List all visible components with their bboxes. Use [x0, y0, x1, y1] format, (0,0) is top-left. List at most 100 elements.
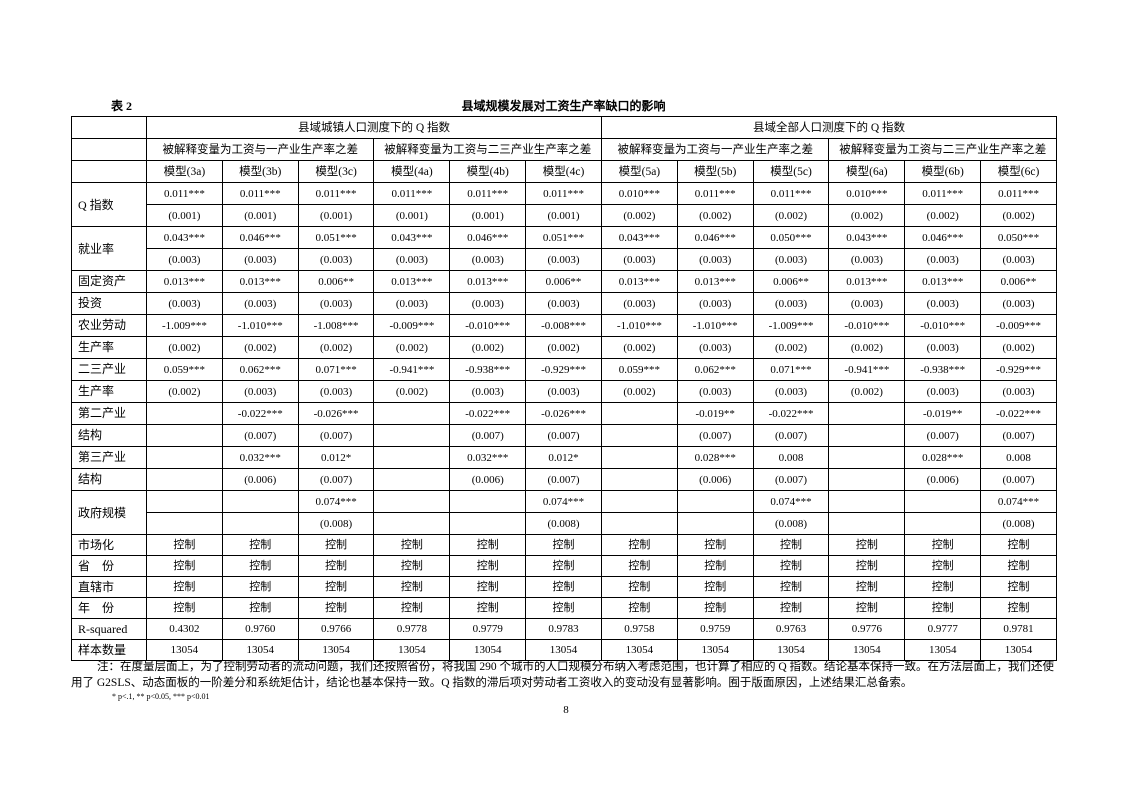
value-cell: 控制 [752, 555, 830, 577]
value-cell: 控制 [828, 576, 906, 598]
value-cell: 控制 [221, 534, 299, 556]
coefficient-cell: 0.074*** [525, 490, 602, 513]
coefficient-cell: -0.022*** [752, 402, 830, 425]
table-row: 政府规模 0.074*** 0.074*** 0.074*** 0.074*** [71, 490, 1057, 535]
value-cell: 控制 [373, 597, 451, 619]
value-cell: 控制 [297, 534, 375, 556]
std-error-cell [828, 468, 906, 491]
std-error-cell: (0.001) [297, 204, 375, 227]
coefficient-cell: 0.013*** [600, 270, 678, 293]
value-cell: 13054 [146, 639, 223, 661]
row-label: R-squared [71, 618, 147, 640]
std-error-cell [373, 424, 451, 447]
value-cell: 0.4302 [146, 618, 223, 640]
coefficient-cell [373, 402, 451, 425]
coefficient-cell: 0.059*** [600, 358, 678, 381]
table-row: (0.003) (0.003) (0.003) (0.003) (0.003) (0.00… [72, 248, 1057, 271]
std-error-cell [600, 424, 678, 447]
coefficient-cell: 0.062*** [676, 358, 754, 381]
std-error-cell: (0.007) [525, 468, 602, 491]
coefficient-cell: -0.938*** [449, 358, 527, 381]
value-cell: 13054 [297, 639, 375, 661]
value-cell: 控制 [904, 576, 982, 598]
table-row: 第二产业 -0.022*** -0.026*** -0.022*** -0.026***… [71, 402, 1057, 425]
value-cell: 控制 [373, 534, 451, 556]
table-row: 二三产业 0.059*** 0.062*** 0.071*** -0.941*** -0.… [71, 358, 1057, 381]
std-error-cell: (0.003) [904, 248, 982, 271]
coefficient-cell: 0.071*** [297, 358, 375, 381]
value-cell: 0.9779 [449, 618, 527, 640]
coefficient-cell: 0.043*** [373, 226, 451, 249]
std-error-cell: (0.002) [525, 336, 602, 359]
value-cell: 控制 [297, 597, 375, 619]
coefficient-cell: -0.022*** [980, 402, 1057, 425]
value-cell: 控制 [904, 534, 982, 556]
std-error-cell [146, 424, 223, 447]
value-cell: 0.9766 [297, 618, 375, 640]
std-error-cell: (0.003) [297, 248, 375, 271]
std-error-cell [904, 512, 982, 535]
model-header: 模型(4b) [449, 160, 527, 183]
model-header: 模型(3c) [297, 160, 375, 183]
variable-label: Q 指数 [71, 182, 147, 227]
std-error-cell: (0.002) [600, 204, 678, 227]
std-error-cell: (0.006) [221, 468, 299, 491]
std-error-cell: (0.002) [676, 204, 754, 227]
coefficient-cell [146, 490, 223, 513]
row-label: 省 份 [71, 555, 147, 577]
std-error-cell [600, 512, 678, 535]
std-error-cell: (0.007) [904, 424, 982, 447]
value-cell: 控制 [600, 597, 678, 619]
table-row: 结构 (0.007) (0.007) (0.007) (0.007) (0.007) (0.… [71, 424, 1057, 447]
coefficient-cell: 0.011*** [373, 182, 451, 205]
std-error-cell: (0.007) [980, 424, 1057, 447]
coefficient-cell: -1.009*** [752, 314, 830, 337]
std-error-cell: (0.002) [297, 336, 375, 359]
std-error-cell [828, 512, 906, 535]
table-label: 表 2 [111, 99, 133, 113]
value-cell: 控制 [525, 555, 602, 577]
value-cell: 控制 [904, 597, 982, 619]
table-note: 注：在度量层面上，为了控制劳动者的流动问题，我们还按照省份，将我国 290 个城… [71, 661, 1055, 689]
sub-header: 被解释变量为工资与一产业生产率之差 [145, 138, 375, 161]
coefficient-cell: -0.026*** [297, 402, 375, 425]
value-cell: 控制 [676, 597, 754, 619]
coefficient-cell: 0.013*** [449, 270, 527, 293]
coefficient-cell: 0.050*** [980, 226, 1057, 249]
coefficient-cell [221, 490, 299, 513]
variable-label: 农业劳动 [71, 314, 147, 337]
model-header: 模型(4c) [525, 160, 602, 183]
corner-cell [71, 116, 147, 139]
coefficient-cell: 0.071*** [752, 358, 830, 381]
std-error-cell: (0.003) [221, 292, 299, 315]
coefficient-cell: 0.043*** [146, 226, 223, 249]
std-error-cell: (0.003) [828, 248, 906, 271]
std-error-cell: (0.002) [600, 380, 678, 403]
coefficient-cell: 0.006** [525, 270, 602, 293]
coefficient-cell: -0.941*** [828, 358, 906, 381]
value-cell: 控制 [828, 597, 906, 619]
coefficient-cell: -0.941*** [373, 358, 451, 381]
coefficient-cell: -0.929*** [525, 358, 602, 381]
value-cell: 0.9759 [676, 618, 754, 640]
coefficient-cell [828, 490, 906, 513]
table-row: 生产率 (0.002) (0.002) (0.002) (0.002) (0.002) (0… [71, 336, 1057, 359]
std-error-cell [828, 424, 906, 447]
std-error-cell: (0.002) [980, 336, 1057, 359]
std-error-cell: (0.003) [676, 336, 754, 359]
std-error-cell: (0.003) [221, 248, 299, 271]
value-cell: 控制 [980, 597, 1057, 619]
std-error-cell: (0.007) [752, 468, 830, 491]
std-error-cell [449, 512, 527, 535]
coefficient-cell: 0.046*** [676, 226, 754, 249]
value-cell: 控制 [980, 555, 1057, 577]
value-cell: 控制 [449, 597, 527, 619]
coefficient-cell: -0.010*** [904, 314, 982, 337]
coefficient-cell [373, 490, 451, 513]
value-cell: 13054 [828, 639, 906, 661]
std-error-cell: (0.003) [600, 292, 678, 315]
value-cell: 控制 [525, 576, 602, 598]
value-cell: 控制 [449, 576, 527, 598]
coefficient-cell: -0.010*** [449, 314, 527, 337]
model-header: 模型(5a) [600, 160, 678, 183]
